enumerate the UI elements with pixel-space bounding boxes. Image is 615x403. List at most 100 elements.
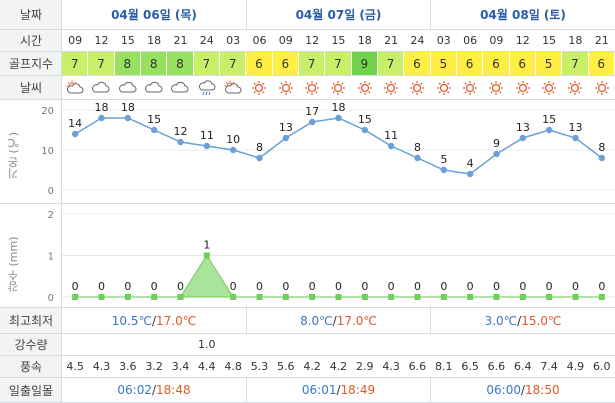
temperature-point — [98, 114, 105, 122]
cloud-sun-icon — [62, 76, 88, 99]
data-label: 8 — [598, 141, 605, 154]
wind-cell: 4.9 — [566, 360, 585, 373]
data-label: 8 — [256, 141, 263, 154]
rain-point — [98, 294, 105, 300]
rainfall-cell — [167, 334, 193, 355]
label-column-divider — [61, 0, 62, 403]
data-label: 12 — [174, 125, 188, 138]
wind-cell: 3.2 — [145, 360, 163, 373]
rainfall-chart: 0 1 2 0 0 0 0 0 1 0 0 0 0 0 0 0 0 0 0 0 0 0 0 0 — [48, 210, 615, 308]
wind-cell: 2.9 — [356, 360, 374, 373]
temp-min: 3.0℃ — [484, 313, 518, 328]
wind-cell: 3.6 — [119, 360, 137, 373]
minmax-day: 3.0℃/15.0℃ — [430, 308, 615, 333]
golf-index-label: 골프지수 — [0, 52, 62, 76]
sunset: 18:50 — [525, 383, 560, 397]
rain-axis-panel: 강수 (mm) — [0, 204, 62, 308]
golf-index-cell: 6 — [272, 52, 299, 75]
data-label: 0 — [493, 280, 500, 293]
data-label: 13 — [516, 121, 530, 134]
data-label: 0 — [282, 280, 289, 293]
time-cell: 18 — [357, 34, 372, 47]
wind-cell: 4.3 — [382, 360, 400, 373]
data-label: 4 — [467, 157, 474, 170]
sun-icon — [273, 76, 299, 99]
rainfall-cell — [431, 334, 457, 355]
data-label: 17 — [305, 105, 319, 118]
temperature-point — [414, 154, 421, 162]
wind-label: 풍속 — [0, 356, 62, 378]
sunrise: 06:01 — [301, 383, 337, 397]
minmax-day: 10.5℃/17.0℃ — [111, 313, 197, 328]
rainfall-cell — [273, 334, 299, 355]
cloud-icon — [115, 76, 141, 99]
temperature-point — [229, 146, 237, 154]
golf-index-cell: 7 — [62, 52, 89, 75]
rainfall-cell: 1.0 — [198, 338, 216, 351]
temperature-point — [256, 154, 263, 162]
data-label: 11 — [384, 129, 398, 142]
data-label: 0 — [256, 280, 263, 293]
temperature-point — [466, 170, 474, 178]
data-label: 0 — [72, 280, 79, 293]
cloud-icon — [167, 76, 193, 99]
rain-point — [598, 294, 605, 300]
rain-point — [361, 294, 368, 300]
day-header: 04월 06일 (목) — [111, 8, 197, 22]
rain-point — [335, 294, 342, 300]
golf-index-cell: 6 — [509, 52, 536, 75]
data-label: 0 — [414, 280, 421, 293]
golf-index-cell: 7 — [325, 52, 352, 75]
data-label: 14 — [68, 117, 82, 130]
cloud-icon — [141, 76, 167, 99]
day-header: 04월 07일 (금) — [246, 0, 430, 29]
sun-icon — [299, 76, 325, 99]
sun-day: 06:01/18:49 — [246, 378, 430, 402]
wind-cell: 4.5 — [66, 360, 84, 373]
rain-point — [203, 252, 210, 259]
rainfall-cell — [404, 334, 430, 355]
golf-index-cell: 6 — [483, 52, 510, 75]
time-cell: 24 — [199, 34, 214, 47]
golf-index-cell: 8 — [114, 52, 141, 75]
rainfall-cell — [589, 334, 615, 355]
sun-row: 06:02/18:48 06:01/18:49 06:00/18:50 — [62, 378, 615, 403]
data-label: 0 — [309, 280, 316, 293]
data-label: 15 — [147, 113, 161, 126]
time-cell: 12 — [305, 34, 320, 47]
time-cell: 03 — [226, 34, 241, 47]
temperature-point — [545, 126, 553, 134]
sun-icon — [483, 76, 509, 99]
temp-min: 8.0℃ — [300, 313, 333, 328]
weather-row — [62, 76, 615, 100]
rain-point — [177, 294, 184, 300]
data-label: 0 — [546, 280, 553, 293]
wind-cell: 5.3 — [250, 360, 269, 373]
wind-row: 4.5 4.3 3.6 3.2 3.4 4.4 4.8 5.3 5.6 4.2 4.2 2.9 4.3 6… — [62, 356, 615, 378]
time-cell: 15 — [542, 34, 557, 47]
time-cell: 09 — [278, 34, 293, 47]
data-label: 18 — [121, 101, 135, 114]
golf-index-cell: 8 — [167, 52, 194, 75]
wind-cell: 3.4 — [171, 360, 190, 373]
time-cell: 12 — [515, 34, 530, 47]
temp-max: 15.0℃ — [521, 313, 562, 328]
wind-cell: 4.8 — [224, 360, 242, 373]
temperature-point — [519, 134, 527, 142]
sun-day: 06:00/18:50 — [430, 378, 615, 402]
rain-point — [440, 294, 447, 300]
golf-index-cell: 6 — [404, 52, 431, 75]
y-tick-label: 0 — [48, 186, 54, 197]
y-tick-label: 10 — [41, 146, 54, 157]
temperature-point — [203, 142, 211, 150]
golf-index-cell: 5 — [430, 52, 457, 75]
sun-icon — [562, 76, 588, 99]
data-label: 0 — [572, 280, 579, 293]
temperature-point — [440, 166, 448, 174]
wind-cell: 4.2 — [303, 360, 321, 373]
date-row: 04월 06일 (목) 04월 07일 (금) 04월 08일 (토) — [62, 0, 615, 30]
temperature-point — [71, 130, 79, 138]
temperature-point — [124, 114, 132, 122]
rainfall-cell — [457, 334, 483, 355]
cloud-sun-icon — [220, 76, 246, 99]
